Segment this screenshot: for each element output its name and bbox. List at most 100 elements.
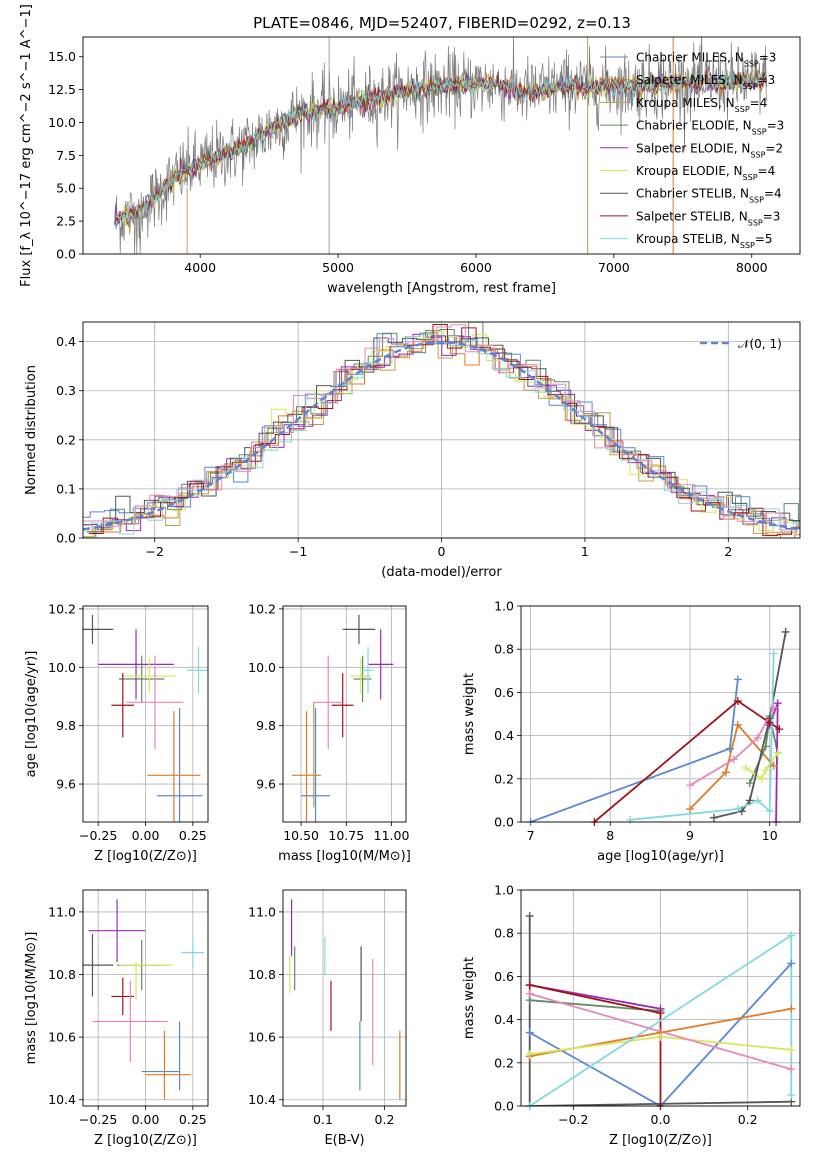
axes-frame — [82, 36, 801, 255]
spectrum-data-line — [114, 37, 767, 254]
weight-point — [775, 725, 784, 734]
x-tick-label: −0.25 — [79, 828, 117, 843]
y-tick-label: 0.0 — [494, 815, 514, 830]
x-tick-label: 11.00 — [374, 828, 410, 843]
histogram-pink — [83, 324, 800, 532]
y-tick-label: 0.1 — [56, 481, 76, 496]
y-tick-label: 0.6 — [494, 969, 514, 984]
y-tick-label: 10.0 — [248, 660, 276, 675]
weight-point — [525, 989, 534, 998]
x-tick-label: −0.25 — [79, 1112, 117, 1127]
x-tick-label: 10.75 — [328, 828, 364, 843]
weight-point — [525, 1028, 534, 1037]
weight-line-chabrier-stelib — [713, 631, 787, 819]
x-axis-label: (data-model)/error — [381, 565, 502, 580]
y-axis-label: mass weight — [462, 957, 477, 1039]
x-tick-label: 0.2 — [738, 1112, 758, 1127]
legend-label: Kroupa ELODIE, NSSP=4 — [636, 164, 775, 182]
weight-point — [787, 959, 796, 968]
y-tick-label: 10.8 — [48, 967, 76, 982]
x-tick-label: −0.2 — [558, 1112, 588, 1127]
x-axis-label: Z [log10(Z/Z⊙)] — [609, 1133, 712, 1148]
x-tick-label: 0.2 — [375, 1112, 395, 1127]
x-tick-label: 4000 — [184, 260, 216, 275]
y-tick-label: 7.5 — [56, 148, 76, 163]
y-tick-label: 0.8 — [494, 926, 514, 941]
y-axis-label: Normed distribution — [24, 365, 39, 495]
y-tick-label: 11.0 — [248, 904, 276, 919]
weight-point — [685, 781, 694, 790]
y-tick-label: 1.0 — [494, 883, 514, 898]
weight-point — [745, 796, 754, 805]
x-tick-label: 9 — [686, 828, 694, 843]
model-line-kroupa-stelib — [114, 71, 768, 222]
y-tick-label: 0.2 — [494, 1055, 514, 1070]
x-tick-label: 0.00 — [132, 828, 160, 843]
plot-area-spectrum — [114, 37, 768, 254]
weight-point — [787, 1004, 796, 1013]
weight-point — [765, 807, 774, 816]
weight-point — [787, 1065, 796, 1074]
legend-label: Chabrier STELIB, NSSP=4 — [636, 187, 782, 205]
x-tick-label: 6000 — [460, 260, 492, 275]
y-tick-label: 15.0 — [48, 49, 76, 64]
weight-point — [656, 1009, 665, 1018]
weight-point — [733, 675, 742, 684]
weight-point — [525, 981, 534, 990]
y-tick-label: 9.6 — [56, 777, 76, 792]
y-tick-label: 10.6 — [48, 1030, 76, 1045]
y-tick-label: 0.2 — [56, 432, 76, 447]
x-tick-label: 8 — [606, 828, 614, 843]
x-axis-label: mass [log10(M/M⊙)] — [278, 849, 411, 864]
legend-label: 𝒩(0, 1) — [738, 337, 782, 351]
axes-weight_vs_age: 7 8 9 10 0.0 0.2 0.4 0.6 0.8 1.0 age [log10(age/yr… — [462, 599, 801, 864]
plot-area-residuals — [83, 322, 800, 538]
x-tick-label: 0.1 — [313, 1112, 333, 1127]
weight-point — [753, 796, 762, 805]
axes-frame — [82, 321, 801, 539]
weight-point — [685, 805, 694, 814]
weight-point — [733, 805, 742, 814]
y-tick-label: 9.6 — [256, 777, 276, 792]
axes-age_vs_mass: 10.50 10.75 11.00 9.6 9.8 10.0 10.2 mass [log10… — [248, 601, 411, 864]
weight-line-chabrier-miles — [529, 962, 792, 1106]
axes-mass_vs_EBV: 0.1 0.2 10.4 10.6 10.8 11.0 E(B-V) — [248, 889, 407, 1148]
weight-point — [769, 761, 778, 770]
weight-point — [787, 1091, 796, 1100]
y-tick-label: 10.6 — [248, 1030, 276, 1045]
y-tick-label: 0.4 — [494, 1012, 514, 1027]
x-tick-label: 5000 — [322, 260, 354, 275]
axes-frame — [520, 605, 801, 823]
legend-label: Salpeter MILES, NSSP=3 — [636, 73, 775, 91]
plot-area-weight_vs_age — [530, 631, 787, 822]
x-tick-label: 1 — [581, 544, 589, 559]
x-tick-label: 8000 — [736, 260, 768, 275]
figure-title: PLATE=0846, MJD=52407, FIBERID=0292, z=0… — [253, 14, 631, 32]
x-axis-label: E(B-V) — [324, 1133, 364, 1148]
weight-point — [626, 815, 635, 824]
weight-point — [761, 742, 770, 751]
weight-point — [765, 718, 774, 727]
y-tick-label: 10.0 — [48, 660, 76, 675]
x-tick-label: 0.25 — [179, 828, 207, 843]
weight-point — [769, 649, 778, 658]
axes-weight_vs_Z: −0.2 0.0 0.2 0.0 0.2 0.4 0.6 0.8 1.0 Z [log10(Z/Z… — [462, 883, 801, 1148]
weight-point — [721, 768, 730, 777]
axes-frame — [82, 889, 209, 1107]
model-line-salpeter-stelib — [114, 70, 768, 225]
axes-age_vs_Z: −0.25 0.00 0.25 9.6 9.8 10.0 10.2 Z [log10(Z/Z⊙… — [24, 601, 209, 864]
x-tick-label: 0.00 — [132, 1112, 160, 1127]
axes-frame — [520, 889, 801, 1107]
y-tick-label: 10.4 — [48, 1092, 76, 1107]
y-axis-label: mass [log10(M/M⊙)] — [24, 932, 39, 1065]
axes-frame — [282, 605, 407, 823]
weight-point — [787, 931, 796, 940]
weight-point — [773, 699, 782, 708]
weight-point — [525, 911, 534, 920]
x-tick-label: 0.0 — [651, 1112, 671, 1127]
plot-area-age_vs_mass — [292, 614, 394, 822]
plot-area-age_vs_Z — [83, 614, 208, 822]
y-tick-label: 9.8 — [56, 718, 76, 733]
y-tick-label: 0.3 — [56, 383, 76, 398]
y-tick-label: 10.8 — [248, 967, 276, 982]
